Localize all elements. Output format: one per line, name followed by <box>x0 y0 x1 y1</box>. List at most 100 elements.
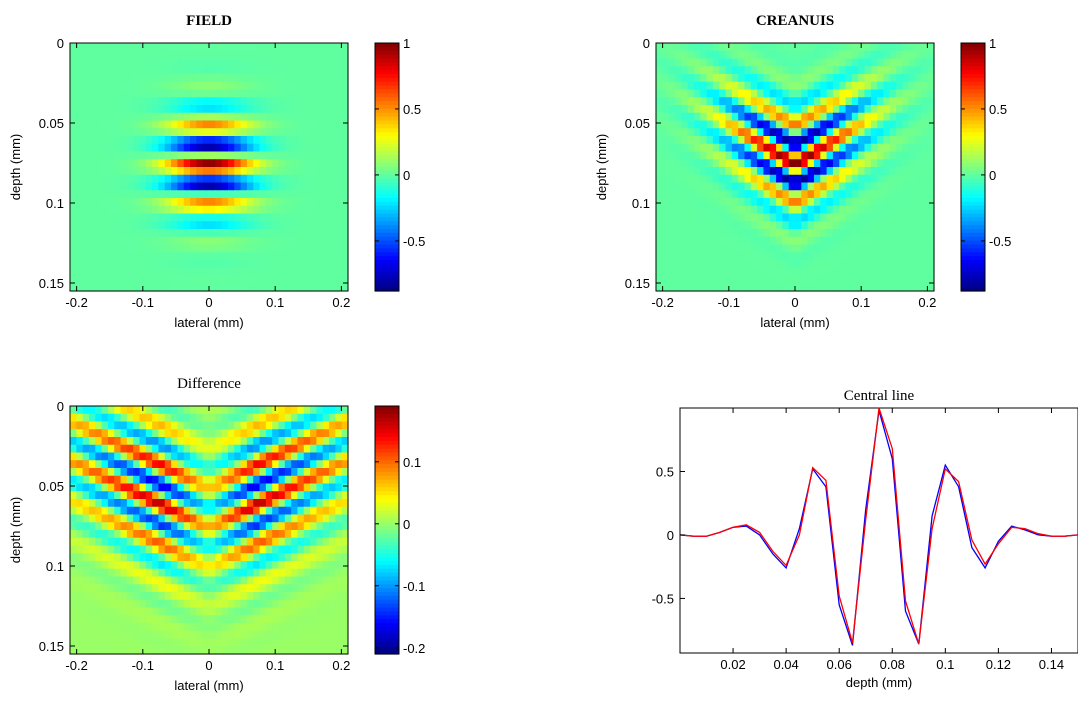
heatmap-cell <box>877 283 885 292</box>
heatmap-cell <box>687 89 695 98</box>
heatmap-cell <box>101 413 109 423</box>
heatmap-cell <box>171 630 179 640</box>
heatmap-cell <box>668 221 676 230</box>
heatmap-cell <box>776 267 783 277</box>
heatmap-cell <box>915 159 922 168</box>
heatmap-cell <box>845 260 853 269</box>
heatmap-cell <box>253 43 261 52</box>
heatmap-cell <box>272 599 280 609</box>
heatmap-cell <box>851 128 859 137</box>
heatmap-cell <box>813 244 821 253</box>
heatmap-cell <box>864 229 872 238</box>
heatmap-cell <box>763 74 771 83</box>
heatmap-cell <box>832 97 840 106</box>
heatmap-cell <box>158 530 166 539</box>
heatmap-cell <box>82 592 90 601</box>
heatmap-cell <box>889 112 897 122</box>
heatmap-cell <box>145 615 153 624</box>
heatmap-cell <box>668 244 676 253</box>
heatmap-cell <box>221 468 229 477</box>
colorbar-segment <box>375 232 399 238</box>
colorbar-segment <box>375 267 399 273</box>
heatmap-cell <box>88 213 96 222</box>
heatmap-cell <box>335 198 343 207</box>
colorbar-segment <box>961 170 985 176</box>
heatmap-cell <box>183 190 191 199</box>
heatmap-cell <box>145 143 153 153</box>
heatmap-cell <box>310 190 318 199</box>
heatmap-cell <box>265 190 273 199</box>
heatmap-cell <box>870 43 878 52</box>
heatmap-cell <box>668 260 676 269</box>
heatmap-cell <box>164 475 172 485</box>
heatmap-cell <box>291 283 299 292</box>
heatmap-cell <box>70 592 77 601</box>
heatmap-cell <box>139 50 147 60</box>
heatmap-cell <box>145 599 153 609</box>
heatmap-cell <box>234 491 242 500</box>
heatmap-cell <box>668 205 676 215</box>
heatmap-cell <box>291 576 299 585</box>
heatmap-cell <box>322 437 330 446</box>
heatmap-cell <box>316 112 324 122</box>
heatmap-cell <box>259 413 267 423</box>
heatmap-cell <box>70 213 77 222</box>
heatmap-cell <box>152 128 160 137</box>
heatmap-cell <box>668 81 676 91</box>
heatmap-cell <box>265 174 273 184</box>
heatmap-cell <box>795 229 802 238</box>
heatmap-cell <box>101 452 109 461</box>
heatmap-cell <box>101 607 109 616</box>
heatmap-cell <box>921 143 929 153</box>
heatmap-cell <box>145 260 153 269</box>
heatmap-cell <box>303 182 311 191</box>
heatmap-cell <box>101 499 109 508</box>
heatmap-cell <box>303 97 311 106</box>
heatmap-cell <box>316 97 324 106</box>
heatmap-cell <box>291 553 299 562</box>
heatmap-cell <box>921 283 929 292</box>
heatmap-cell <box>240 252 248 261</box>
heatmap-cell <box>158 260 166 269</box>
heatmap-cell <box>101 252 109 261</box>
colorbar-segment <box>961 236 985 242</box>
heatmap-cell <box>725 260 733 269</box>
heatmap-cell <box>76 452 84 461</box>
heatmap-cell <box>152 545 160 554</box>
heatmap-cell <box>76 89 84 98</box>
heatmap-cell <box>133 97 141 106</box>
heatmap-cell <box>88 537 96 547</box>
heatmap-cell <box>322 421 330 430</box>
heatmap-cell <box>95 81 103 91</box>
heatmap-cell <box>826 267 834 277</box>
heatmap-cell <box>190 607 197 616</box>
heatmap-cell <box>681 81 689 91</box>
heatmap-cell <box>674 159 682 168</box>
heatmap-cell <box>202 576 210 585</box>
heatmap-cell <box>253 568 261 578</box>
heatmap-cell <box>820 252 828 261</box>
heatmap-cell <box>70 236 77 246</box>
heatmap-cell <box>145 452 153 461</box>
heatmap-cell <box>769 260 777 269</box>
heatmap-cell <box>215 584 223 593</box>
y-tick-label: 0.15 <box>625 276 650 291</box>
heatmap-cell <box>171 553 179 562</box>
heatmap-cell <box>284 630 292 640</box>
heatmap-cell <box>133 429 141 438</box>
heatmap-cell <box>152 97 160 106</box>
heatmap-cell <box>114 151 122 160</box>
series-line-2 <box>679 407 1078 645</box>
heatmap-cell <box>82 89 90 98</box>
heatmap-cell <box>114 545 122 554</box>
heatmap-cell <box>158 66 166 75</box>
heatmap-cell <box>259 491 267 500</box>
heatmap-cell <box>95 120 103 129</box>
colorbar-segment <box>961 201 985 207</box>
heatmap-cell <box>744 89 752 98</box>
heatmap-cell <box>221 537 229 547</box>
heatmap-cell <box>877 143 885 153</box>
heatmap-cell <box>215 499 223 508</box>
heatmap-cell <box>196 229 204 238</box>
heatmap-cell <box>114 615 122 624</box>
